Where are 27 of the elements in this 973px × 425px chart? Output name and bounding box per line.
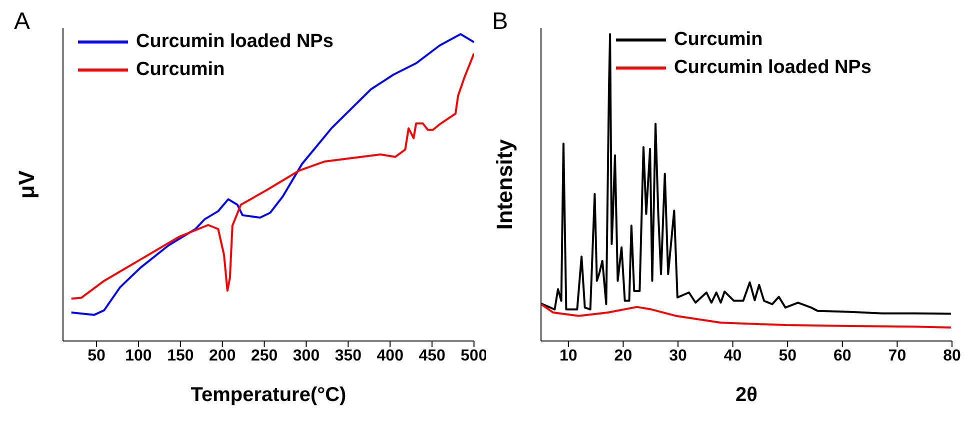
x-tick-label: 250 [250, 347, 278, 364]
x-tick-label: 450 [418, 347, 446, 364]
legend-label: Curcumin [674, 28, 763, 52]
legend-label: Curcumin [136, 58, 225, 82]
x-tick-label: 60 [834, 347, 852, 364]
x-tick-label: 30 [669, 347, 687, 364]
x-tick-label: 20 [614, 347, 632, 364]
x-tick-label: 400 [376, 347, 404, 364]
x-tick-label: 50 [88, 347, 106, 364]
x-tick-label: 200 [209, 347, 236, 364]
x-tick-label: 80 [943, 347, 961, 364]
x-tick-label: 50 [778, 347, 797, 364]
x-axis-title: 2θ [736, 384, 758, 406]
x-tick-label: 350 [334, 347, 362, 364]
x-tick-label: 70 [888, 347, 906, 364]
chart-title: A [14, 8, 30, 36]
x-tick-label: 100 [125, 347, 152, 364]
y-axis-title: μV [14, 170, 39, 199]
x-tick-label: 150 [167, 347, 194, 364]
legend-label: Curcumin loaded NPs [136, 30, 334, 54]
x-tick-label: 10 [560, 347, 578, 364]
legend-label: Curcumin loaded NPs [674, 56, 872, 80]
x-axis-title: Temperature(°C) [190, 384, 346, 406]
y-axis-title: Intensity [492, 138, 517, 230]
x-tick-label: 300 [292, 347, 320, 364]
chart-title: B [492, 8, 508, 36]
x-tick-label: 40 [724, 347, 742, 364]
